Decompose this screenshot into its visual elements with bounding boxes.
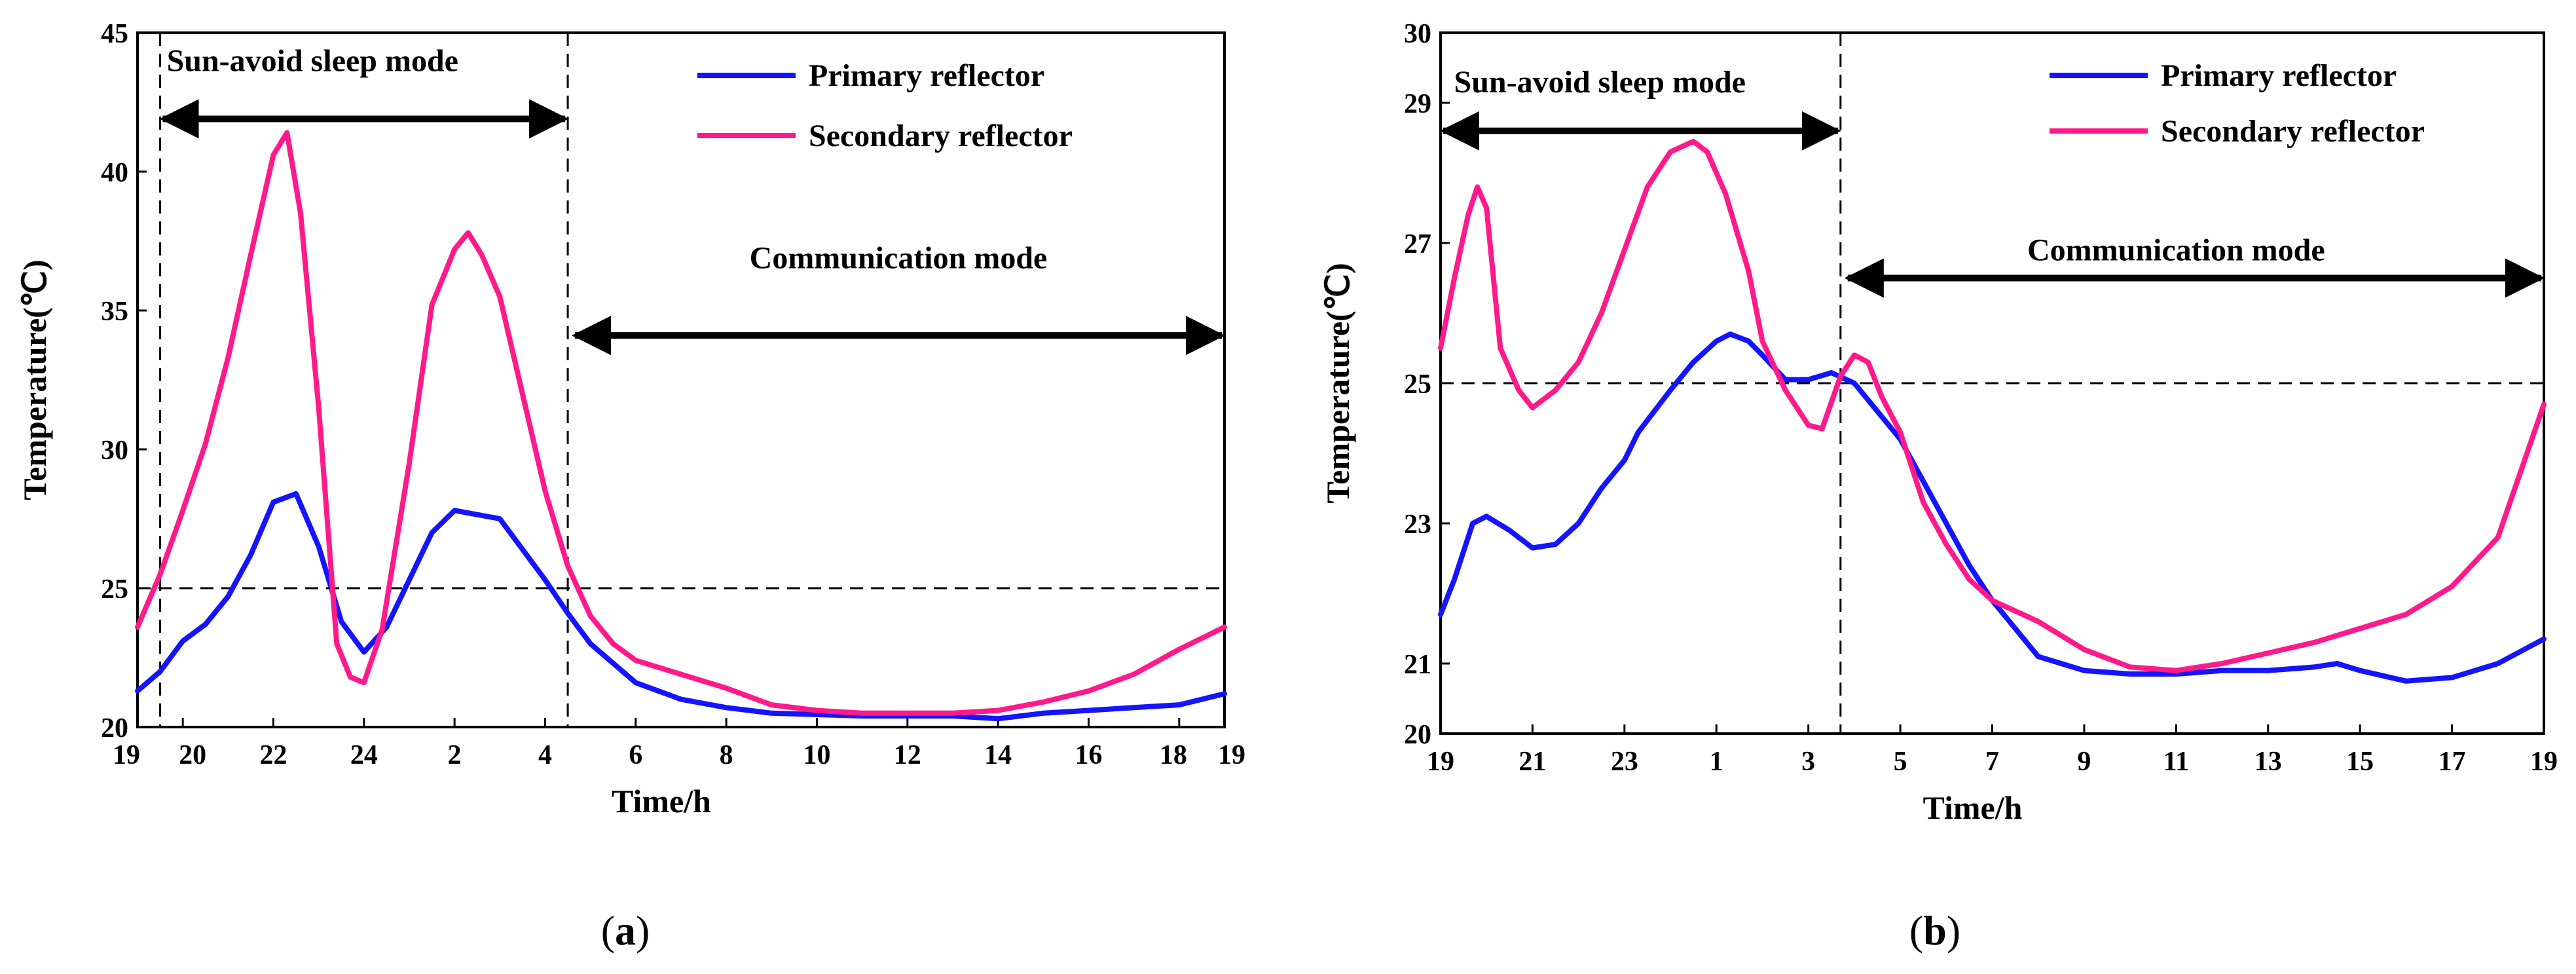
plot-frame bbox=[136, 31, 1226, 728]
x-tick-label: 18 bbox=[1160, 740, 1187, 770]
y-tick-label: 20 bbox=[1404, 720, 1431, 750]
x-tick-label: 17 bbox=[2438, 747, 2466, 777]
y-tick-label: 25 bbox=[101, 574, 128, 605]
x-tick-label: 6 bbox=[629, 740, 642, 770]
panel-label-part: ( bbox=[1909, 907, 1923, 954]
communication-mode-label: Communication mode bbox=[750, 240, 1048, 275]
panel-label-part: b bbox=[1923, 907, 1947, 954]
x-tick-label: 2 bbox=[448, 740, 462, 770]
x-axis-label: Time/h bbox=[1923, 789, 2023, 826]
x-tick-label: 16 bbox=[1075, 740, 1103, 770]
y-tick-label: 29 bbox=[1404, 89, 1431, 119]
secondary-legend-label: Secondary reflector bbox=[809, 119, 1073, 153]
secondary-reflector-line bbox=[1438, 138, 2547, 673]
primary-reflector-line bbox=[135, 491, 1227, 722]
y-tick-label: 27 bbox=[1404, 229, 1431, 259]
x-tick-label: 11 bbox=[2163, 747, 2189, 777]
x-tick-label: 24 bbox=[350, 740, 378, 770]
x-tick-label: 5 bbox=[1894, 747, 1907, 777]
panel-label-part: ) bbox=[1947, 907, 1960, 954]
x-tick-label: 7 bbox=[1985, 747, 1999, 777]
x-tick-label: 15 bbox=[2346, 747, 2374, 777]
secondary-reflector-line bbox=[135, 130, 1227, 716]
x-tick-label: 22 bbox=[260, 740, 287, 770]
panel-label: (b) bbox=[1909, 907, 1960, 954]
y-tick-label: 20 bbox=[101, 713, 128, 743]
x-tick-label: 1 bbox=[1710, 747, 1723, 777]
x-tick-label: 19 bbox=[2530, 747, 2558, 777]
y-tick-label: 35 bbox=[101, 297, 128, 327]
panel-label-part: ) bbox=[636, 907, 650, 954]
x-tick-label: 8 bbox=[720, 740, 733, 770]
x-tick-label: 3 bbox=[1801, 747, 1815, 777]
x-tick-label: 14 bbox=[984, 740, 1012, 770]
y-axis-label: Temperature(℃) bbox=[16, 259, 53, 500]
secondary-legend-label: Secondary reflector bbox=[2161, 114, 2425, 149]
y-tick-label: 30 bbox=[1404, 19, 1431, 49]
x-tick-label: 9 bbox=[2077, 747, 2091, 777]
y-tick-label: 21 bbox=[1404, 650, 1431, 680]
x-tick-label: 4 bbox=[538, 740, 552, 770]
x-tick-label: 20 bbox=[179, 740, 206, 770]
panel-label-part: a bbox=[615, 907, 636, 954]
y-tick-label: 40 bbox=[101, 158, 128, 188]
primary-legend-label: Primary reflector bbox=[2161, 58, 2397, 93]
x-tick-label: 10 bbox=[803, 740, 831, 770]
y-tick-label: 30 bbox=[101, 436, 128, 466]
sun-avoid-sleep-mode-label: Sun-avoid sleep mode bbox=[167, 43, 458, 78]
primary-legend-label: Primary reflector bbox=[809, 58, 1044, 93]
x-tick-label: 19 bbox=[1218, 740, 1245, 770]
x-tick-label: 19 bbox=[113, 740, 140, 770]
x-axis-label: Time/h bbox=[612, 783, 711, 819]
y-tick-label: 45 bbox=[101, 19, 128, 49]
y-tick-label: 25 bbox=[1404, 369, 1431, 400]
x-tick-label: 13 bbox=[2254, 747, 2282, 777]
primary-reflector-line bbox=[1438, 331, 2547, 684]
panel-label-part: ( bbox=[601, 907, 615, 954]
y-tick-label: 23 bbox=[1404, 510, 1431, 540]
x-tick-label: 23 bbox=[1611, 747, 1638, 777]
panel-label: (a) bbox=[601, 907, 650, 954]
x-tick-label: 21 bbox=[1518, 747, 1546, 777]
communication-mode-label: Communication mode bbox=[2027, 233, 2325, 268]
y-axis-label: Temperature(℃) bbox=[1319, 263, 1356, 503]
x-tick-label: 19 bbox=[1427, 747, 1454, 777]
sun-avoid-sleep-mode-label: Sun-avoid sleep mode bbox=[1454, 65, 1746, 100]
x-tick-label: 12 bbox=[894, 740, 921, 770]
